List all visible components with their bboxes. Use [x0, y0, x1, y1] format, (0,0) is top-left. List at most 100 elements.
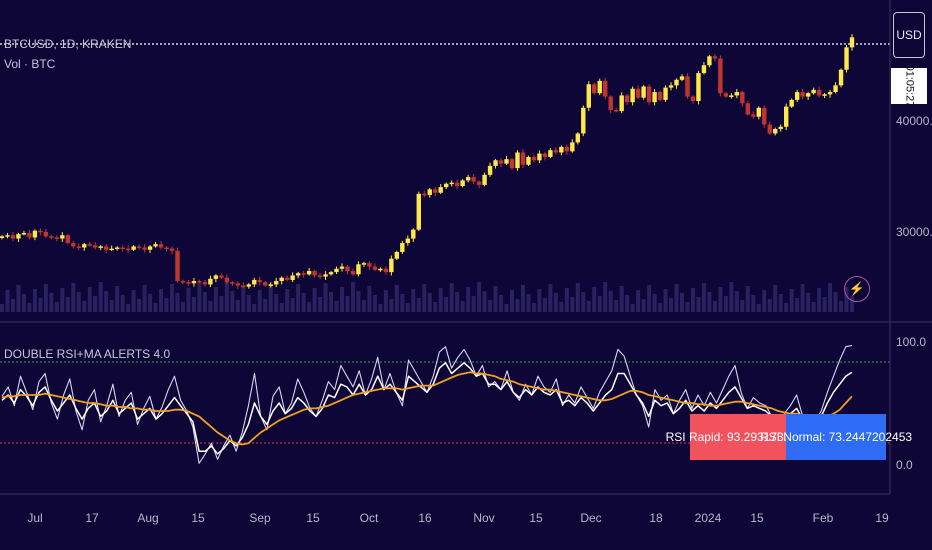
volume-bar [674, 284, 679, 312]
indicator-title[interactable]: DOUBLE RSI+MA ALERTS 4.0 [4, 347, 171, 361]
time-tick-label: 2024 [695, 511, 722, 525]
time-tick-label: 17 [85, 511, 99, 525]
candle-body [690, 96, 696, 102]
volume-bar [466, 287, 471, 312]
volume-bar [455, 292, 460, 312]
volume-bar [0, 304, 4, 312]
candle-body [10, 235, 16, 239]
candle-body [405, 238, 411, 244]
candle-body [751, 114, 756, 117]
candle-body [443, 183, 449, 188]
volume-bar [213, 287, 218, 312]
candle-body [103, 246, 109, 250]
time-axis-ticks: Jul 17 Aug 15 Sep 15 Oct 16 Nov 15 Dec 18 2024 15 Feb 1… [27, 511, 889, 525]
price-tick-40000: 40000.0 [896, 114, 932, 128]
time-tick-label: 15 [191, 511, 205, 525]
volume-bars [0, 282, 854, 312]
price-tick-30000: 30000.0 [896, 225, 932, 239]
volume-bar [5, 290, 10, 312]
candle-body [663, 87, 668, 100]
volume-bar [43, 284, 48, 312]
volume-bar [268, 285, 273, 312]
volume-bar [806, 293, 811, 312]
ma-line [1, 371, 853, 446]
volume-bar [690, 288, 695, 312]
symbol-title[interactable]: BTCUSD, 1D, KRAKEN [4, 37, 131, 51]
volume-bar [394, 285, 399, 312]
volume-bar [663, 289, 668, 312]
candle-body [416, 193, 421, 230]
volume-bar [745, 286, 750, 312]
time-tick-label: Oct [360, 511, 379, 525]
candle-body [98, 246, 103, 248]
volume-bar [833, 292, 838, 312]
candle-body [603, 80, 608, 97]
candle-body [219, 275, 224, 278]
volume-bar [16, 285, 21, 312]
volume-bar [98, 282, 103, 312]
candle-body [433, 189, 438, 193]
volume-bar [274, 294, 279, 312]
candle-body [197, 281, 202, 283]
candle-body [712, 56, 718, 59]
candle-body [367, 263, 372, 267]
candle-body [449, 182, 454, 185]
volume-bar [740, 300, 745, 312]
volume-bar [767, 299, 772, 312]
candle-body [317, 275, 323, 277]
lightning-icon[interactable]: ⚡ [844, 276, 870, 302]
volume-bar [564, 288, 569, 312]
candle-body [794, 92, 800, 100]
candle-body [641, 86, 646, 98]
volume-bar [279, 303, 284, 312]
volume-bar [159, 289, 164, 312]
time-tick-label: 15 [529, 511, 543, 525]
candle-body [241, 285, 246, 288]
candle-body [164, 247, 169, 250]
candle-body [76, 246, 81, 248]
volume-label[interactable]: Vol · BTC [4, 57, 56, 71]
candle-body [646, 86, 652, 103]
candle-body [142, 247, 147, 250]
candle-body [230, 282, 235, 284]
candle-body [339, 266, 345, 269]
candle-body [844, 47, 849, 70]
volume-bar [553, 293, 558, 312]
volume-bar [581, 292, 586, 312]
candle-body [734, 92, 740, 96]
currency-badge[interactable]: USD [893, 12, 925, 58]
volume-bar [65, 297, 70, 312]
candle-body [465, 177, 471, 181]
volume-bar [142, 285, 147, 312]
candle-body [548, 150, 553, 157]
volume-bar [542, 298, 547, 312]
candle-body [476, 181, 482, 185]
volume-bar [438, 288, 443, 312]
time-tick-label: Feb [813, 511, 834, 525]
candle-body [553, 150, 559, 153]
volume-bar [126, 304, 131, 312]
volume-bar [658, 303, 663, 312]
candle-body [263, 282, 268, 286]
volume-bar [93, 296, 98, 312]
candle-body [422, 193, 427, 196]
rsi-lines [1, 344, 853, 464]
candle-body [531, 156, 537, 161]
volume-bar [636, 290, 641, 312]
volume-bar [608, 291, 613, 312]
volume-bar [82, 301, 87, 312]
volume-bar [301, 293, 306, 312]
price-countdown-tag: 01:05:27 [891, 68, 927, 104]
volume-bar [285, 289, 290, 312]
volume-bar [340, 287, 344, 312]
volume-bar [197, 283, 202, 312]
time-tick-label: Jul [27, 511, 42, 525]
volume-bar [350, 282, 355, 312]
candle-body [224, 277, 230, 283]
candle-body [350, 270, 356, 275]
candle-body [526, 156, 531, 165]
volume-bar [252, 304, 257, 312]
volume-bar [471, 296, 476, 312]
volume-bar [422, 284, 427, 312]
